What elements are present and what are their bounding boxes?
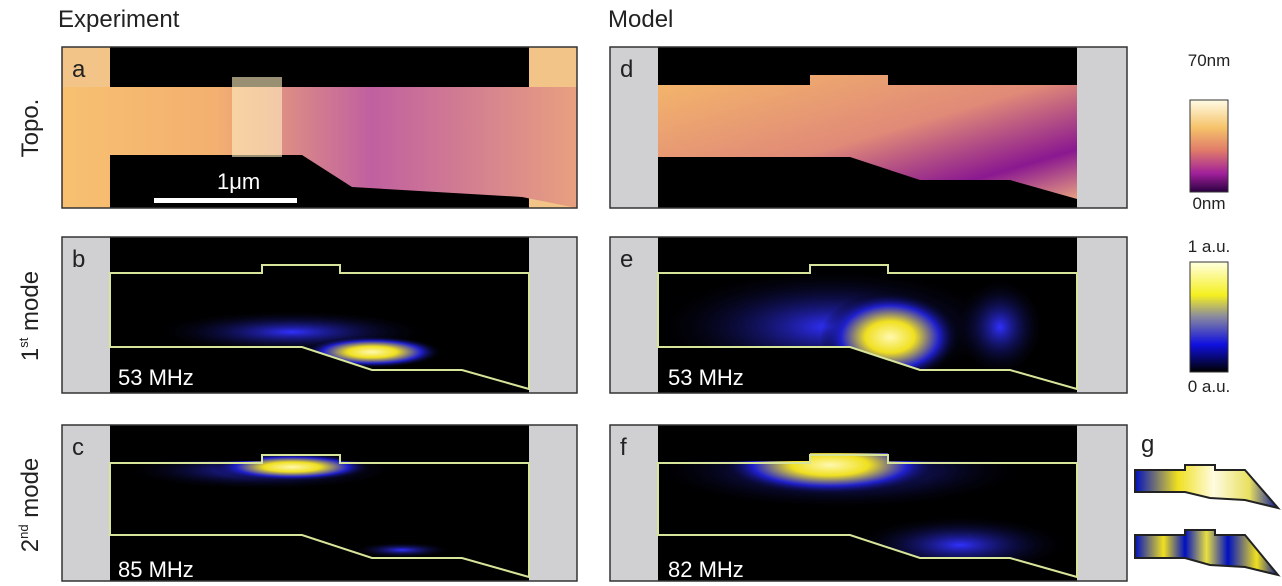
frequency: 53 MHz bbox=[118, 365, 194, 390]
column-header: Experiment bbox=[58, 6, 180, 33]
panel-e: e 53 MHz bbox=[610, 237, 1127, 393]
figure: Experiment Model Topo. 1st mode 2nd mode… bbox=[0, 0, 1282, 586]
panel-c: c 85 MHz bbox=[62, 425, 577, 582]
panel-a: a 1μm bbox=[62, 47, 577, 208]
panel-d: d bbox=[610, 47, 1127, 208]
row-label: Topo. bbox=[17, 99, 44, 158]
panel-letter: f bbox=[620, 434, 627, 461]
frequency: 53 MHz bbox=[668, 365, 744, 390]
row-label: 2nd mode bbox=[16, 458, 44, 553]
column-header: Model bbox=[608, 6, 673, 33]
panel-g-top bbox=[1135, 465, 1278, 508]
panel-letter: d bbox=[620, 56, 633, 83]
panel-letter: e bbox=[620, 246, 633, 273]
frequency: 85 MHz bbox=[118, 557, 194, 582]
panel-letter: b bbox=[72, 246, 85, 273]
colorbar-label: 0nm bbox=[1192, 194, 1225, 213]
colorbar-label: 70nm bbox=[1188, 51, 1231, 70]
panel-g-bottom bbox=[1135, 530, 1278, 575]
colorbar-label: 1 a.u. bbox=[1188, 237, 1231, 256]
frequency: 82 MHz bbox=[668, 557, 744, 582]
scale-label: 1μm bbox=[217, 169, 260, 194]
panel-b: b 53 MHz bbox=[62, 237, 577, 393]
panel-letter: c bbox=[72, 434, 84, 461]
panel-f: f 82 MHz bbox=[610, 425, 1127, 582]
panel-letter: a bbox=[72, 56, 86, 83]
colorbar bbox=[1190, 262, 1228, 372]
panel-letter: g bbox=[1141, 431, 1154, 458]
colorbar-label: 0 a.u. bbox=[1188, 377, 1231, 396]
colorbar bbox=[1190, 100, 1228, 192]
row-label: 1st mode bbox=[16, 271, 44, 361]
scale-bar bbox=[154, 198, 297, 203]
